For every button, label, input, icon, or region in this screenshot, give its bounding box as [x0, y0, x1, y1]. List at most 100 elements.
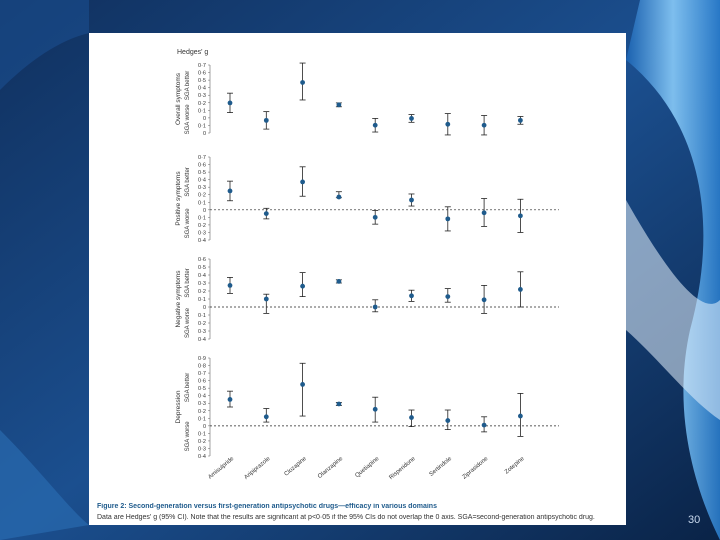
- data-point: [263, 296, 269, 302]
- slide-number: 30: [688, 514, 701, 526]
- sga-worse-label: SGA worse: [185, 307, 191, 338]
- data-point: [481, 210, 487, 216]
- y-tick-label: 0·1: [198, 431, 206, 437]
- panel-domain-label: Negative symptoms: [175, 270, 182, 328]
- y-tick-label: 0·3: [198, 329, 206, 335]
- y-tick-label: 0: [203, 208, 206, 214]
- category-label: Aripiprazole: [243, 456, 272, 481]
- data-point: [481, 122, 487, 128]
- y-tick-label: 0·4: [198, 273, 206, 279]
- data-point: [409, 197, 414, 203]
- data-point: [518, 117, 523, 123]
- y-tick-label: 0·1: [198, 123, 206, 129]
- y-tick-label: 0·2: [198, 439, 206, 445]
- data-point: [336, 401, 342, 407]
- y-tick-label: 0·7: [198, 371, 206, 377]
- data-point: [227, 188, 233, 194]
- y-tick-label: 0·4: [198, 238, 206, 244]
- y-tick-label: 0·2: [198, 409, 206, 415]
- y-tick-label: 0·4: [198, 86, 206, 92]
- data-point: [300, 283, 305, 289]
- data-point: [336, 194, 342, 200]
- category-label: Quetiapine: [354, 456, 381, 480]
- y-tick-label: 0·8: [198, 364, 206, 370]
- panel-positive-symptoms: 0·70·60·50·40·30·20·100·10·20·30·4Positi…: [175, 155, 559, 244]
- category-label: Zotepine: [504, 456, 526, 476]
- y-tick-label: 0·9: [198, 356, 206, 362]
- figure-panel: Hedges' g 0·7 0·6 0·5 0·4 0·3 0·2 0·1 0 0·1 0 Over…: [89, 33, 626, 525]
- data-point: [445, 294, 451, 299]
- y-tick-label: 0·4: [198, 454, 206, 460]
- data-point: [445, 418, 451, 423]
- y-tick-label: 0·2: [198, 223, 206, 229]
- figure-caption-title: Figure 2: Second-generation versus first…: [97, 503, 437, 510]
- panel-depression: 0·90·80·70·60·50·40·30·20·100·10·20·30·4…: [175, 356, 559, 460]
- y-tick-label: 0·3: [198, 401, 206, 407]
- sga-worse-label: SGA worse: [185, 104, 191, 135]
- y-tick-label: 0·6: [198, 379, 206, 385]
- y-tick-label: 0·3: [198, 446, 206, 452]
- y-tick-label: 0·2: [198, 193, 206, 199]
- data-point: [481, 297, 487, 303]
- data-point: [300, 179, 305, 185]
- panel-domain-label: Positive symptoms: [175, 171, 182, 226]
- data-point: [372, 406, 378, 412]
- y-tick-label: 0·3: [198, 230, 206, 236]
- sga-better-label: SGA better: [185, 71, 191, 100]
- y-tick-label: 0·7: [198, 63, 206, 69]
- y-tick-label: 0·2: [198, 289, 206, 295]
- data-point: [263, 414, 269, 420]
- data-point: [409, 293, 414, 299]
- data-point: [300, 381, 305, 387]
- data-point: [518, 413, 523, 419]
- data-point: [336, 279, 342, 284]
- y-tick-label: 0·1: [198, 297, 206, 303]
- figure-caption-note: Data are Hedges' g (95% CI). Note that t…: [97, 514, 595, 521]
- data-point: [372, 214, 378, 220]
- data-point: [518, 213, 523, 219]
- y-tick-label: 0·1: [198, 215, 206, 221]
- y-tick-label: 0·2: [198, 321, 206, 327]
- data-point: [372, 304, 378, 310]
- y-tick-label: 0·5: [198, 265, 206, 271]
- data-point: [409, 415, 414, 420]
- data-point: [445, 121, 451, 127]
- data-point: [372, 122, 378, 128]
- y-tick-label: 0·1: [198, 200, 206, 206]
- y-tick-label: 0·4: [198, 337, 206, 343]
- panel-domain-label: Depression: [175, 390, 182, 423]
- y-axis-title: Hedges' g: [177, 49, 208, 56]
- y-tick-label: 0: [203, 131, 206, 137]
- data-point: [227, 283, 233, 288]
- category-label: Sertindole: [429, 456, 454, 478]
- y-tick-label: 0·4: [198, 394, 206, 400]
- y-tick-label: 0·5: [198, 170, 206, 176]
- y-tick-label: 0·7: [198, 155, 206, 161]
- y-tick-label: 0·6: [198, 163, 206, 169]
- data-point: [336, 102, 342, 108]
- category-label: Amisulpride: [207, 456, 235, 481]
- data-point: [409, 116, 414, 121]
- sga-worse-label: SGA worse: [185, 208, 191, 239]
- data-point: [445, 216, 451, 222]
- sga-worse-label: SGA worse: [185, 421, 191, 452]
- y-tick-label: 0·6: [198, 71, 206, 77]
- y-tick-label: 0: [203, 116, 206, 122]
- category-label: Ziprasidone: [462, 456, 490, 481]
- data-point: [518, 287, 523, 292]
- sga-better-label: SGA better: [185, 373, 191, 402]
- y-tick-label: 0·5: [198, 78, 206, 84]
- y-tick-label: 0·3: [198, 281, 206, 287]
- data-point: [227, 397, 233, 402]
- data-point: [227, 100, 233, 106]
- category-label: Clozapine: [284, 456, 309, 478]
- y-tick-label: 0·6: [198, 257, 206, 263]
- sga-better-label: SGA better: [185, 268, 191, 297]
- category-label: Risperidone: [388, 456, 417, 482]
- data-point: [300, 80, 305, 85]
- y-tick-label: 0: [203, 424, 206, 430]
- y-tick-label: 0·3: [198, 185, 206, 191]
- panel-negative-symptoms: 0·6 0·5 0·4 0·3 0·2 0·1 0 0·1 0·2 0·3 0·4 Negative …: [175, 257, 559, 343]
- y-tick-label: 0·3: [198, 93, 206, 99]
